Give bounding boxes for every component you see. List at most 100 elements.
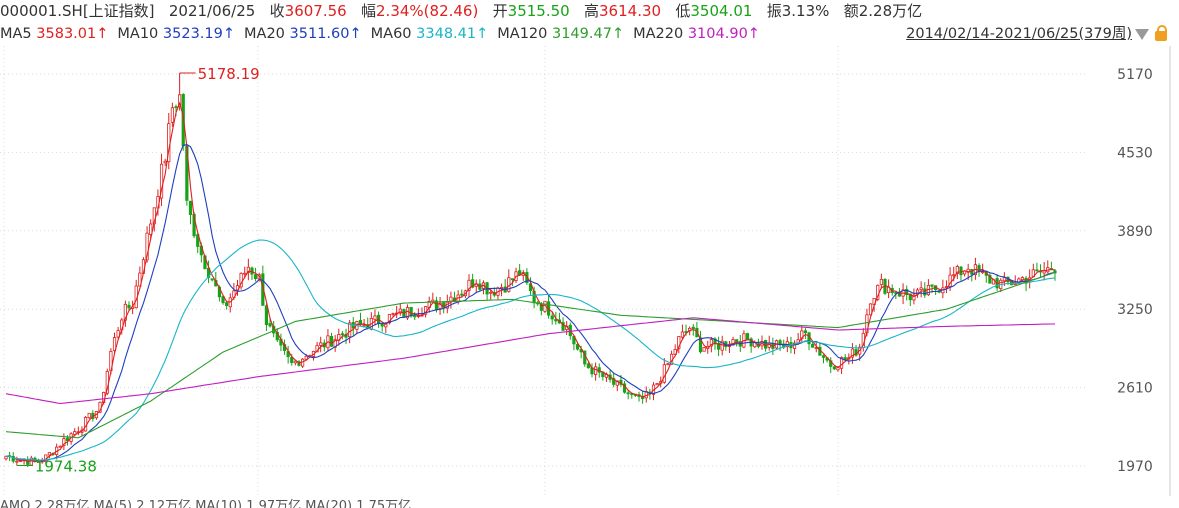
volume-legend-row: AMO 2.28万亿 MA(5) 2.12万亿 MA(10) 1.97万亿 MA… [0, 497, 1179, 508]
candle-body [170, 107, 174, 123]
date-label: 2021/06/25 [168, 2, 256, 20]
candle-body [655, 382, 659, 386]
candle-body [293, 360, 297, 364]
change-value: 2.34%(82.46) [376, 2, 479, 20]
candle-body [127, 304, 131, 309]
candle-body [988, 275, 992, 284]
candle-body [434, 300, 439, 310]
candle-body [575, 344, 580, 350]
candle-body [807, 332, 811, 345]
candle-body [268, 323, 272, 327]
ma-label-ma10: MA10 [117, 26, 163, 42]
moving-average-legend: MA5 3583.01↑ MA10 3523.19↑ MA20 3511.60↑ MA… [0, 23, 1179, 45]
symbol-label: 000001.SH[上证指数] [0, 2, 155, 20]
candle-body [239, 272, 243, 288]
open-label: 开 [492, 2, 508, 20]
range-selector[interactable]: 2014/02/14-2021/06/25(379周) [906, 23, 1167, 45]
candle-body [510, 278, 515, 281]
candlestick-chart[interactable]: 1970 2610 3250 3890 4530 5170 5178.19 1974.38 [0, 46, 1179, 496]
ma-line-ma10 [6, 144, 1056, 462]
high-label: 高 [584, 2, 600, 20]
candle-body [290, 357, 294, 363]
candle-body [959, 266, 963, 276]
candle-body [62, 438, 66, 447]
ma-value-ma10: 3523.19↑ [162, 26, 236, 42]
candle-body [662, 364, 666, 383]
candle-body [149, 223, 153, 235]
candle-body [319, 342, 323, 346]
ma-line-ma5 [6, 101, 1056, 462]
date-range-text[interactable]: 2014/02/14-2021/06/25(379周) [906, 26, 1132, 42]
candle-body [264, 305, 269, 326]
candle-body [923, 288, 927, 296]
candle-body [409, 306, 413, 317]
candle-body [731, 339, 735, 346]
lock-icon[interactable] [1155, 25, 1167, 41]
candle-body [586, 363, 590, 369]
candle-body [792, 342, 797, 349]
change-label: 幅 [361, 2, 377, 20]
candle-body [340, 333, 345, 336]
candle-body [1024, 277, 1028, 284]
candle-body [358, 319, 363, 325]
candle-body [145, 232, 149, 261]
candle-body [745, 333, 750, 341]
ma-line-ma120 [5, 271, 1056, 439]
candle-body [253, 274, 258, 279]
ma-label-ma120: MA120 [497, 26, 552, 42]
close-label: 收 [269, 2, 285, 20]
candle-body [981, 271, 985, 274]
candle-body [460, 293, 464, 296]
candle-body [47, 452, 52, 456]
min-price-label: 1974.38 [35, 457, 97, 475]
candle-body [803, 330, 808, 334]
open-value: 3515.50 [507, 2, 570, 20]
candle-body [550, 315, 554, 320]
candle-body [666, 363, 670, 366]
candle-body [691, 326, 695, 329]
candle-body [65, 437, 70, 442]
ma-line-ma60 [6, 239, 1056, 461]
candle-body [709, 339, 713, 347]
candle-body [225, 302, 229, 307]
candle-body [243, 272, 247, 275]
candle-body [178, 94, 182, 107]
candle-body [398, 308, 402, 314]
candle-body [188, 200, 193, 216]
candle-body [919, 287, 923, 291]
candle-body [387, 314, 392, 324]
candle-body [174, 106, 178, 109]
candle-body [677, 336, 681, 349]
triangle-down-icon[interactable] [1135, 28, 1149, 40]
candle-body [955, 266, 959, 274]
ma-label-ma60: MA60 [370, 26, 417, 42]
candle-body [764, 340, 768, 349]
candle-body [438, 302, 442, 309]
candle-body [539, 303, 543, 311]
candle-body [304, 355, 308, 360]
candle-body [489, 291, 493, 294]
candle-body [905, 289, 909, 296]
candle-body [362, 324, 366, 327]
ma-value-ma120: 3149.47↑ [551, 26, 625, 42]
amount-label: 额 [843, 2, 859, 20]
ma-value-ma220: 3104.90↑ [687, 26, 760, 42]
candle-body [908, 293, 912, 301]
low-label: 低 [675, 2, 691, 20]
candle-body [702, 347, 706, 352]
candle-body [948, 274, 952, 287]
high-value: 3614.30 [599, 2, 662, 20]
candle-body [680, 331, 685, 338]
candle-body [912, 294, 916, 301]
candle-body [850, 348, 855, 358]
ma-line-ma220 [5, 317, 1056, 405]
candle-body [116, 330, 120, 338]
volume-legend-text: AMO 2.28万亿 MA(5) 2.12万亿 MA(10) 1.97万亿 MA… [0, 499, 412, 508]
candle-body [879, 278, 883, 286]
candle-body [15, 460, 19, 463]
amplitude-value: 3.13% [781, 2, 830, 20]
candle-body [246, 266, 250, 273]
max-price-label: 5178.19 [198, 65, 260, 83]
close-value: 3607.56 [284, 2, 347, 20]
ma-label-ma220: MA220 [633, 26, 688, 42]
